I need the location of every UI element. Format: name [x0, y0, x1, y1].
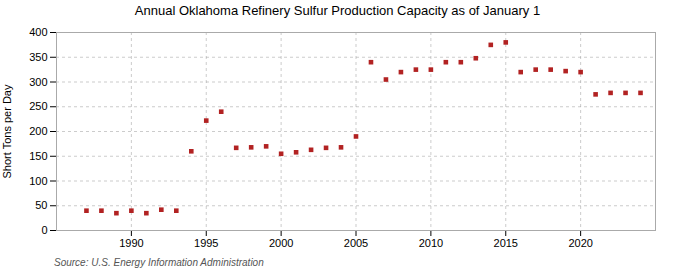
- svg-text:2020: 2020: [568, 237, 592, 249]
- svg-text:250: 250: [29, 100, 47, 112]
- svg-text:2000: 2000: [269, 237, 293, 249]
- html-text:Source: U.S. Energy Informatio: Source: U.S. Energy Information Administ…: [54, 257, 264, 268]
- svg-text:200: 200: [29, 125, 47, 137]
- svg-text:100: 100: [29, 175, 47, 187]
- svg-text:2005: 2005: [344, 237, 368, 249]
- svg-text:50: 50: [35, 199, 47, 211]
- svg-text:1995: 1995: [194, 237, 218, 249]
- svg-text:Short Tons per Day: Short Tons per Day: [1, 84, 13, 178]
- svg-text:150: 150: [29, 150, 47, 162]
- svg-text:400: 400: [29, 26, 47, 38]
- svg-text:2010: 2010: [419, 237, 443, 249]
- svg-text:2015: 2015: [494, 237, 518, 249]
- svg-text:300: 300: [29, 76, 47, 88]
- svg-text:350: 350: [29, 51, 47, 63]
- html-text:Annual Oklahoma Refinery Sulfu: Annual Oklahoma Refinery Sulfur Producti…: [134, 3, 541, 18]
- svg-text:0: 0: [41, 224, 47, 236]
- svg-text:1990: 1990: [119, 237, 143, 249]
